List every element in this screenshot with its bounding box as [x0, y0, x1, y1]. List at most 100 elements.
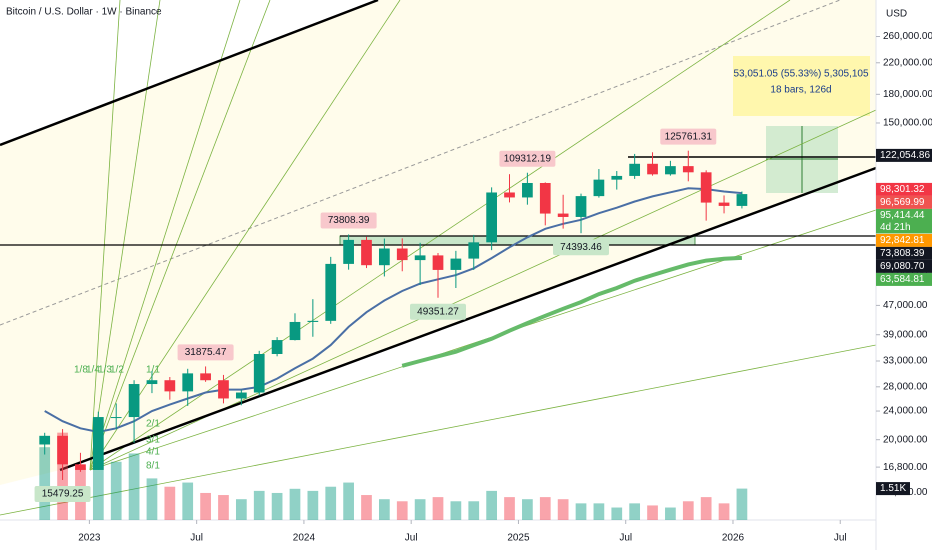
candle-body	[146, 380, 158, 385]
volume-bar	[665, 507, 676, 520]
candle-body	[432, 255, 444, 270]
candle-body	[253, 353, 265, 393]
candle-body	[39, 435, 51, 445]
volume-bar	[307, 490, 319, 520]
candle-body	[504, 192, 515, 198]
drawings	[0, 0, 877, 516]
y-tick-label: 16,800.00	[883, 462, 928, 473]
fan-line	[89, 0, 241, 471]
candle-body	[736, 194, 748, 206]
candle-body	[218, 380, 229, 399]
volume-bar	[486, 490, 497, 520]
candle-body	[289, 321, 301, 341]
fan-label: 3/1	[146, 435, 160, 446]
volume-bar	[522, 499, 533, 520]
volume-bar	[557, 499, 569, 520]
volume-bar	[361, 495, 372, 520]
annotation-label: 109312.19	[504, 153, 552, 164]
price-badge-label: 96,569.99	[880, 197, 925, 208]
candle-body	[379, 248, 390, 266]
volume-bar	[504, 497, 515, 520]
trend-line	[0, 0, 841, 326]
candle-body	[110, 417, 122, 419]
annotation-label: 31875.47	[185, 347, 227, 358]
candle-body	[271, 340, 283, 354]
x-tick-label: Jul	[190, 533, 203, 544]
volume-bar	[235, 499, 247, 520]
measure-label-box	[733, 56, 870, 116]
volume-bar	[110, 461, 122, 520]
annotation-box	[34, 485, 91, 502]
fan-label: 1/3	[98, 365, 112, 376]
candle-body	[468, 242, 480, 259]
fan-line	[89, 0, 121, 471]
price-badge-label: 69,080.70	[880, 261, 925, 272]
volume-bar	[164, 486, 176, 520]
price-badge	[876, 195, 932, 209]
volume-bar	[253, 490, 265, 520]
price-badge-label: 95,414.44	[880, 210, 925, 221]
candle-body	[343, 239, 354, 264]
y-tick-label: 28,000.00	[883, 381, 928, 392]
candle-body	[57, 435, 68, 465]
measure-text: 53,051.05 (55.33%) 5,305,105	[733, 69, 869, 80]
annotation-box	[410, 303, 466, 320]
y-tick-label: 24,000.00	[883, 406, 928, 417]
volume-badge-label: 1.51K	[880, 483, 906, 494]
fan-line	[89, 0, 161, 471]
fan-label: 8/1	[146, 461, 160, 472]
candle-body	[718, 202, 730, 206]
trend-line	[59, 166, 877, 472]
annotation-label: 73808.39	[328, 215, 370, 226]
fan-label: 1/1	[146, 365, 160, 376]
candle-body	[414, 255, 426, 261]
chart-title: Bitcoin / U.S. Dollar · 1W · Binance	[6, 7, 162, 18]
annotation-label: 125761.31	[665, 131, 713, 142]
candle-body	[629, 163, 641, 176]
annotation-box	[177, 344, 234, 361]
volume-bar	[218, 495, 229, 520]
price-badge-label: 122,054.86	[880, 150, 930, 161]
y-tick-label: 20,000.00	[883, 434, 928, 445]
volume-bar	[700, 497, 712, 520]
volume-bar	[432, 497, 444, 520]
candle-body	[522, 182, 533, 198]
fan-line	[89, 0, 271, 471]
countdown: 4d 21h	[880, 222, 911, 233]
price-badge-label: 73,808.39	[880, 248, 925, 259]
price-badge	[876, 259, 932, 273]
fan-label: 2/1	[146, 419, 160, 430]
candle-body	[361, 239, 372, 266]
moving-average	[401, 255, 743, 368]
annotation-box	[553, 239, 610, 256]
volume-bar	[396, 501, 408, 520]
y-tick-label: 220,000.00	[883, 57, 932, 68]
annotation-box	[499, 150, 556, 167]
volume-bar	[629, 503, 641, 520]
annotation-box	[320, 212, 377, 229]
volume-bar	[414, 499, 426, 520]
y-tick-label: 47,000.00	[883, 300, 928, 311]
fan-label: 1/8	[74, 365, 88, 376]
y-tick-label: 39,000.00	[883, 329, 928, 340]
volume-bar	[450, 501, 462, 520]
candle-body	[575, 196, 587, 217]
x-tick-label: 2025	[507, 533, 530, 544]
annotation-box	[660, 128, 717, 145]
volume-bar	[611, 507, 623, 520]
annotation-label: 74393.46	[560, 242, 602, 253]
price-badge-label: 63,584.81	[880, 274, 925, 285]
volume-bar	[200, 492, 211, 520]
y-tick-label: 260,000.00	[883, 31, 932, 42]
price-badge	[876, 246, 932, 260]
candle-body	[164, 380, 176, 392]
volume-bar	[736, 488, 748, 520]
candle-body	[593, 179, 605, 197]
y-tick-label: 150,000.00	[883, 118, 932, 129]
candle-body	[539, 182, 551, 214]
x-tick-label: 2026	[722, 533, 745, 544]
volume-bar	[128, 453, 140, 520]
price-badge	[876, 182, 932, 196]
price-badge	[876, 208, 932, 222]
volume-bar	[539, 497, 551, 520]
